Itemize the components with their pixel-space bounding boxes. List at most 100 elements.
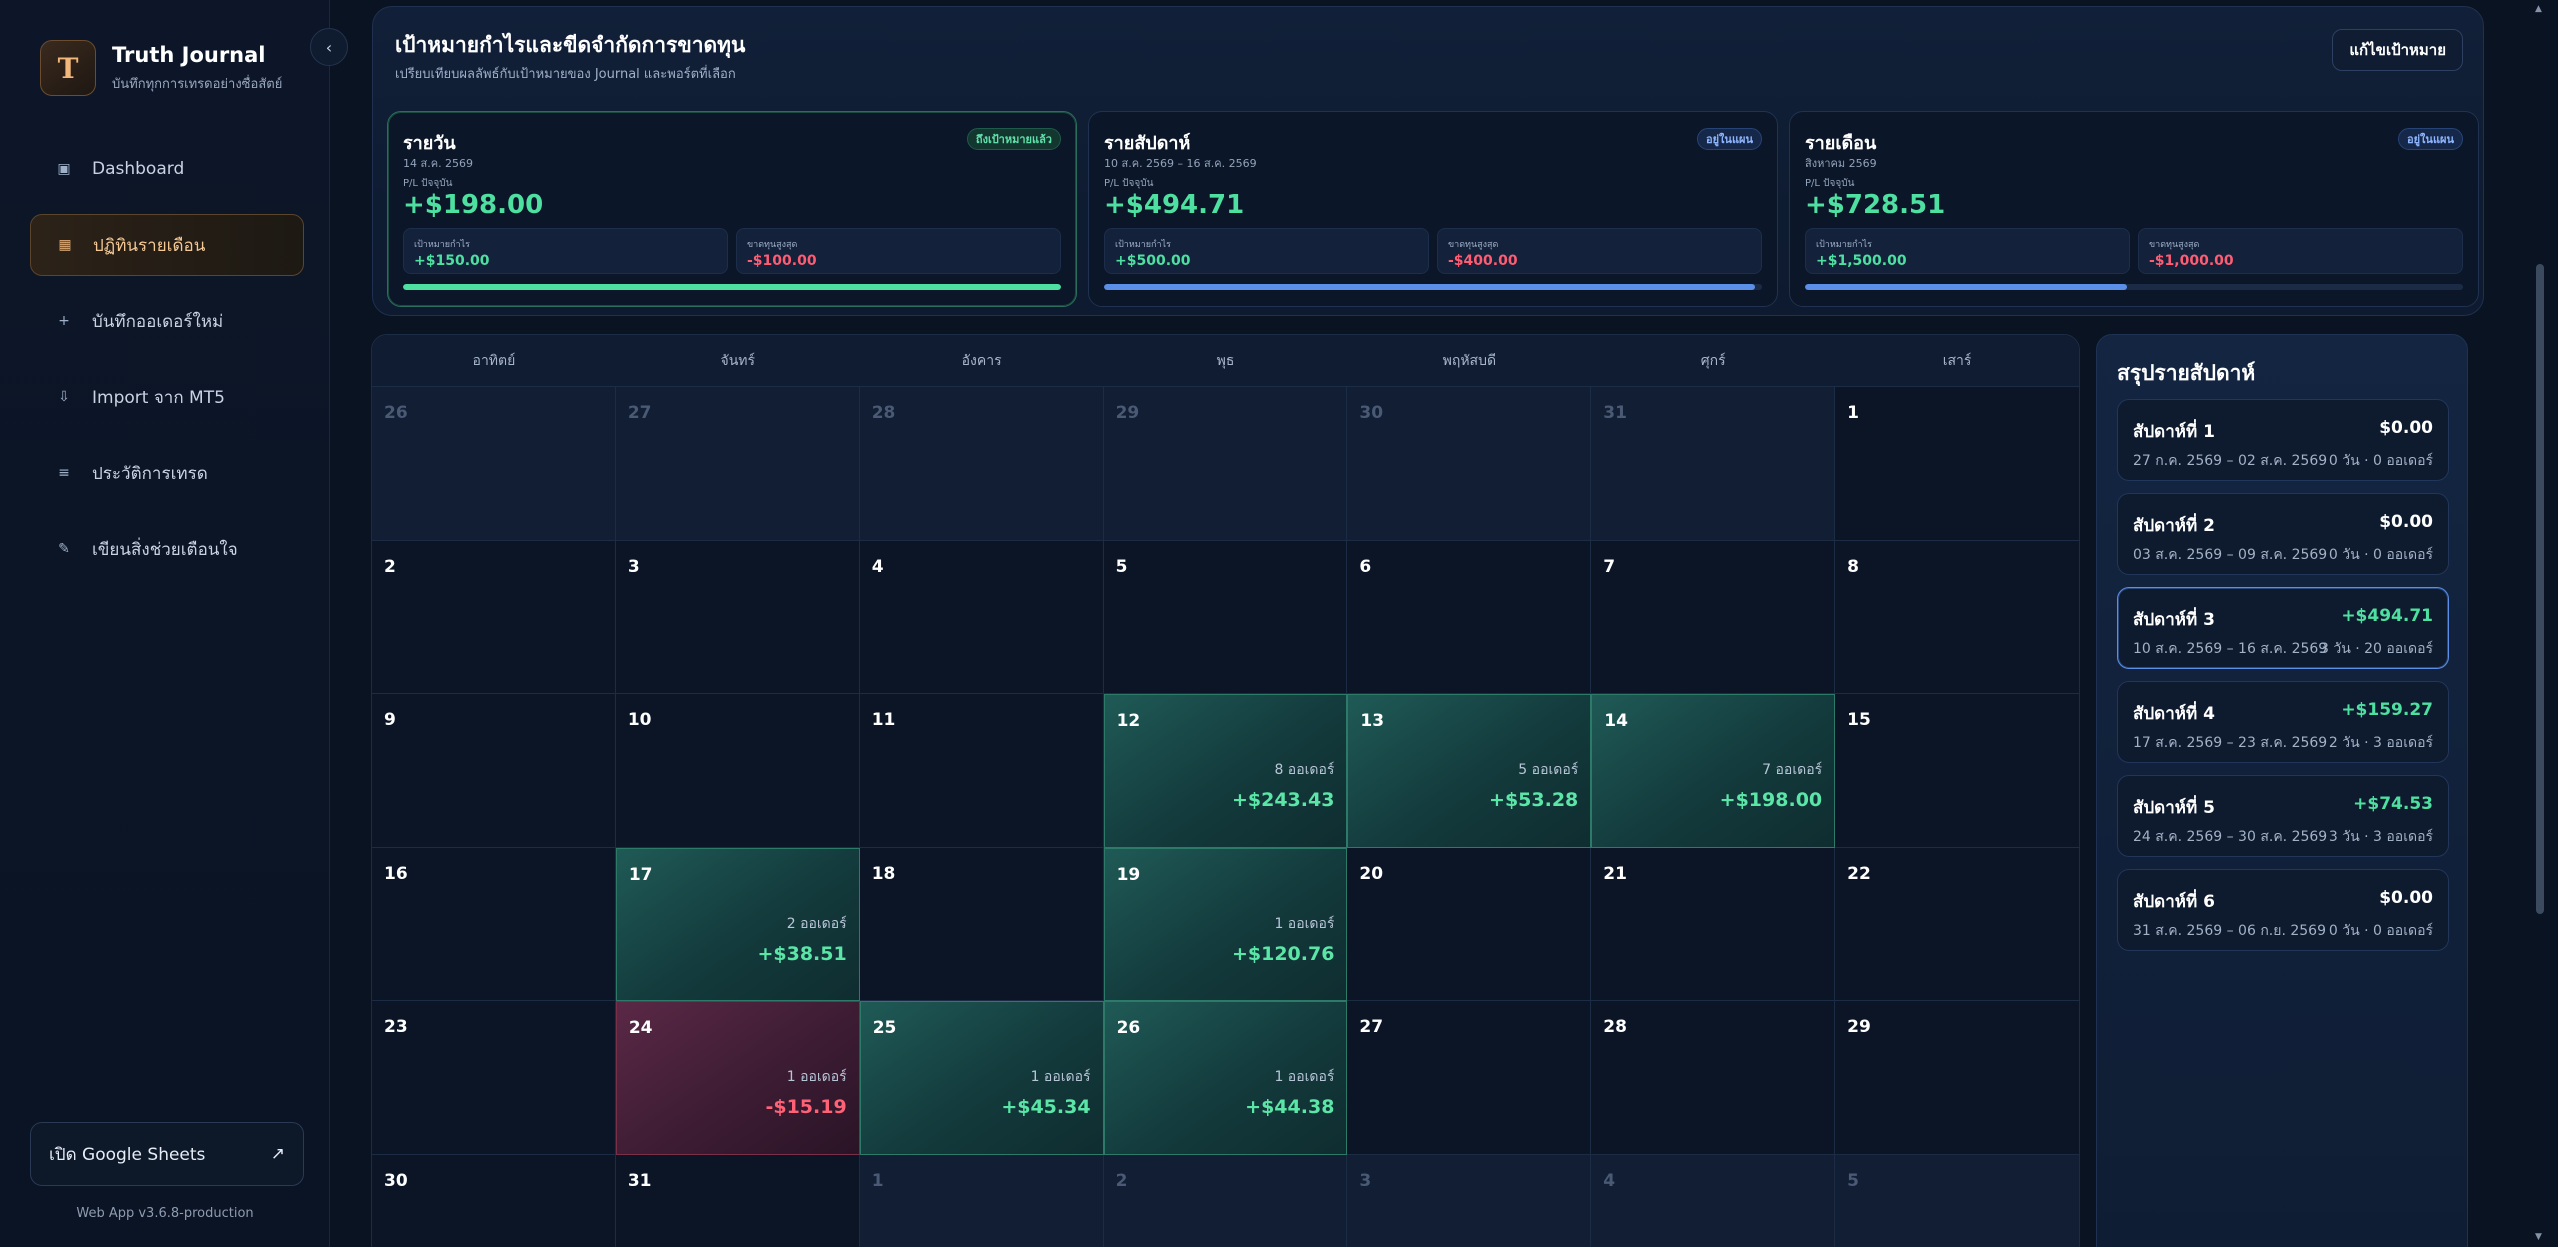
calendar-day-cell[interactable]: 12 8 ออเดอร์ +$243.43 [1103,694,1348,848]
calendar-day-cell[interactable]: 26 [372,387,616,541]
calendar-day-cell[interactable]: 28 [1591,1001,1836,1155]
week-trade-count: 0 วัน · 0 ออเดอร์ [2328,923,2433,939]
collapse-sidebar-button[interactable]: ‹ [310,28,348,66]
week-summary-card[interactable]: สัปดาห์ที่ 4 +$159.27 17 ส.ค. 2569 – 23 ส.… [2117,681,2449,763]
calendar-day-cell[interactable]: 21 [1591,847,1836,1001]
calendar-day-cell[interactable]: 10 [615,694,860,848]
calendar-day-cell[interactable]: 3 [1347,1154,1592,1247]
calendar-day-cell[interactable]: 30 [1347,387,1592,541]
sidebar-item-import-mt5[interactable]: ⇩ Import จาก MT5 [30,366,304,428]
calendar-day-cell[interactable]: 7 [1591,540,1836,694]
sidebar-item-dashboard[interactable]: ▣ Dashboard [30,138,304,200]
calendar-day-cell[interactable]: 22 [1835,847,2079,1001]
goal-progress-fill [1104,284,1756,290]
week-name: สัปดาห์ที่ 4 [2133,704,2215,724]
calendar-day-cell[interactable]: 17 2 ออเดอร์ +$38.51 [615,847,860,1001]
goal-progress-bar [1104,284,1762,290]
goal-card-title: รายสัปดาห์ [1104,133,1191,154]
weekday-label: เสาร์ [1942,353,1972,369]
weekday-label: พฤหัสบดี [1442,353,1497,369]
calendar-day-cell[interactable]: 30 [372,1154,616,1247]
calendar-day-cell[interactable]: 26 1 ออเดอร์ +$44.38 [1103,1001,1348,1155]
week-summary-card[interactable]: สัปดาห์ที่ 1 $0.00 27 ก.ค. 2569 – 02 ส.ค. … [2117,399,2449,481]
sidebar-item-trade-history[interactable]: ≡ ประวัติการเทรด [30,442,304,504]
week-summary-card[interactable]: สัปดาห์ที่ 2 $0.00 03 ส.ค. 2569 – 09 ส.ค. … [2117,493,2449,575]
calendar-day-cell[interactable]: 29 [1103,387,1348,541]
calendar-day-cell[interactable]: 18 [859,847,1104,1001]
calendar-day-cell[interactable]: 2 [1103,1154,1348,1247]
scrollbar-thumb[interactable] [2536,264,2544,914]
day-number: 21 [1603,863,1627,884]
day-number: 5 [1115,556,1128,577]
sidebar-item-monthly-calendar[interactable]: ▦ ปฏิทินรายเดือน [30,214,304,276]
calendar-day-cell[interactable]: 1 [859,1154,1104,1247]
calendar-day-cell[interactable]: 5 [1835,1154,2079,1247]
external-link-icon: ↗ [270,1144,285,1164]
day-number: 2 [384,556,396,577]
calendar-day-cell[interactable]: 13 5 ออเดอร์ +$53.28 [1347,694,1592,848]
week-name: สัปดาห์ที่ 1 [2133,422,2215,442]
calendar-day-cell[interactable]: 8 [1835,540,2079,694]
day-pnl: +$44.38 [1245,1096,1335,1118]
goal-card-weekly: รายสัปดาห์ 10 ส.ค. 2569 – 16 ส.ค. 2569 อ… [1088,111,1778,307]
day-order-count: 7 ออเดอร์ [1762,762,1823,778]
profit-target-box: เป้าหมายกำไร +$500.00 [1104,228,1429,274]
calendar-day-cell[interactable]: 16 [372,847,616,1001]
edit-goals-button[interactable]: แก้ไขเป้าหมาย [2332,29,2463,71]
calendar-day-cell[interactable]: 4 [1591,1154,1836,1247]
day-pnl: -$15.19 [765,1096,847,1118]
day-pnl: +$243.43 [1231,789,1335,811]
brand-title: Truth Journal [112,42,266,67]
calendar-day-cell[interactable]: 4 [859,540,1104,694]
calendar-day-cell[interactable]: 29 [1835,1001,2079,1155]
calendar-day-cell[interactable]: 11 [859,694,1104,848]
day-number: 22 [1847,863,1871,884]
week-total: $0.00 [2379,418,2433,438]
profit-target-label: เป้าหมายกำไร [414,240,470,250]
calendar-day-cell[interactable]: 15 [1835,694,2079,848]
week-summary-card[interactable]: สัปดาห์ที่ 3 +$494.71 10 ส.ค. 2569 – 16 ส.… [2117,587,2449,669]
day-number: 6 [1359,556,1372,577]
calendar-day-cell[interactable]: 28 [859,387,1104,541]
day-number: 10 [627,710,652,730]
goals-subtitle: เปรียบเทียบผลลัพธ์กับเป้าหมายของ Journal… [395,67,736,82]
calendar-day-cell[interactable]: 25 1 ออเดอร์ +$45.34 [859,1001,1104,1155]
calendar-day-cell[interactable]: 9 [372,694,616,848]
calendar-day-cell[interactable]: 2 [372,540,616,694]
sidebar-item-new-order[interactable]: + บันทึกออเดอร์ใหม่ [30,290,304,352]
calendar-day-cell[interactable]: 19 1 ออเดอร์ +$120.76 [1103,847,1348,1001]
scroll-up-arrow-icon[interactable]: ▲ [2535,4,2542,14]
week-summary-card[interactable]: สัปดาห์ที่ 6 $0.00 31 ส.ค. 2569 – 06 ก.ย. … [2117,869,2449,951]
sidebar-item-reminders[interactable]: ✎ เขียนสิ่งช่วยเตือนใจ [30,518,304,580]
week-summary-card[interactable]: สัปดาห์ที่ 5 +$74.53 24 ส.ค. 2569 – 30 ส.ค… [2117,775,2449,857]
day-number: 23 [384,1017,408,1037]
day-number: 20 [1359,863,1384,884]
day-number: 3 [627,556,640,577]
open-google-sheets-button[interactable]: เปิด Google Sheets ↗ [30,1122,304,1186]
brand-logo: T [40,40,96,96]
calendar-day-cell[interactable]: 3 [615,540,860,694]
goal-card-monthly: รายเดือน สิงหาคม 2569 อยู่ในแผน P/L ปัจจ… [1789,111,2479,307]
scroll-down-arrow-icon[interactable]: ▼ [2535,1232,2542,1242]
profit-target-box: เป้าหมายกำไร +$1,500.00 [1805,228,2130,274]
goals-panel: เป้าหมายกำไรและขีดจำกัดการขาดทุน เปรียบเ… [372,6,2484,316]
calendar-day-cell[interactable]: 27 [615,387,860,541]
calendar-day-cell[interactable]: 1 [1835,387,2079,541]
calendar-day-cell[interactable]: 20 [1347,847,1592,1001]
calendar-day-cell[interactable]: 14 7 ออเดอร์ +$198.00 [1591,694,1836,848]
week-date-range: 03 ส.ค. 2569 – 09 ส.ค. 2569 [2133,547,2328,563]
calendar-day-cell[interactable]: 6 [1347,540,1592,694]
calendar-day-cell[interactable]: 23 [372,1001,616,1155]
calendar-day-cell[interactable]: 5 [1103,540,1348,694]
calendar-day-cell[interactable]: 31 [1591,387,1836,541]
day-number: 29 [1847,1017,1871,1037]
goal-card-date: 10 ส.ค. 2569 – 16 ส.ค. 2569 [1104,157,1257,170]
day-number: 27 [1359,1017,1384,1037]
day-order-count: 1 ออเดอร์ [1030,1069,1091,1085]
brand[interactable]: T Truth Journal บันทึกทุกการเทรดอย่างซื่… [40,40,282,96]
week-total: $0.00 [2379,512,2433,532]
week-name: สัปดาห์ที่ 2 [2133,516,2215,536]
calendar-day-cell[interactable]: 31 [615,1154,860,1247]
calendar-day-cell[interactable]: 24 1 ออเดอร์ -$15.19 [615,1001,860,1155]
calendar-day-cell[interactable]: 27 [1347,1001,1592,1155]
